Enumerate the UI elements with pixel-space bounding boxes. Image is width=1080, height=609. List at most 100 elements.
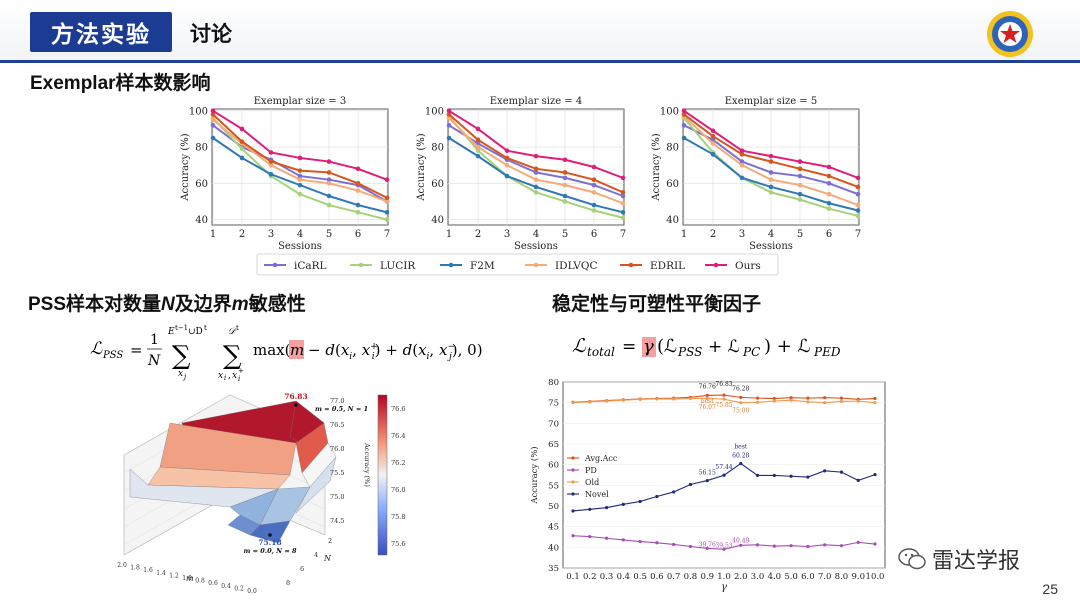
legend-box: [256, 253, 779, 276]
y-tick-label: 60: [195, 179, 208, 190]
data-point-f2m: [475, 153, 481, 159]
data-point-pd: [655, 541, 659, 545]
annotation-label: 76.28: [732, 385, 749, 392]
x-tick-label: 3: [268, 229, 274, 240]
data-point-ours: [739, 148, 745, 153]
data-point-novel: [722, 473, 726, 477]
data-point-novel: [856, 478, 860, 482]
legend-label-lucir: LUCIR: [380, 260, 416, 272]
colorbar-tick-label: 76.2: [391, 459, 405, 467]
z-tick-label: 75.5: [330, 469, 344, 477]
data-point-edril: [797, 166, 803, 172]
svg-text:,: ,: [228, 371, 231, 381]
legend-marker-idlvqc: [533, 262, 539, 268]
min-value-label: 75.18: [258, 538, 282, 547]
svg-text:total: total: [587, 345, 615, 359]
data-point-pd: [755, 543, 760, 547]
svg-text:∑: ∑: [223, 341, 242, 371]
data-point-edril: [826, 173, 832, 179]
exemplar-charts: 40 60 80 100 1 2 3 4 5 6 7 Exemplar size = 3 Session…: [180, 96, 861, 276]
data-point-pd: [604, 536, 609, 540]
y-tick-label: 80: [431, 143, 444, 154]
data-point-edril: [681, 112, 687, 117]
section-subtitle: 讨论: [190, 23, 232, 46]
svg-text:m: m: [290, 341, 304, 359]
data-point-idlvqc: [710, 141, 716, 146]
legend-label-old: Old: [585, 478, 599, 487]
surface-facet: [227, 514, 261, 536]
y-tick-label: 50: [548, 502, 559, 512]
x-tick-label: 3: [739, 229, 745, 240]
x-tick-label: 8.0: [835, 572, 849, 582]
data-point-pd: [806, 544, 810, 549]
data-point-lucir: [620, 215, 626, 221]
annotation-label: 75.00: [732, 408, 749, 415]
x-tick-label: 10.0: [866, 572, 885, 582]
data-point-ours: [210, 108, 216, 114]
data-point-old: [672, 397, 676, 401]
data-point-icarl: [681, 123, 687, 128]
colorbar-tick-label: 76.0: [391, 486, 405, 494]
data-point-ours: [239, 126, 245, 132]
y-axis-label: Accuracy (%): [529, 446, 540, 504]
data-point-pd: [839, 544, 844, 548]
annotation-label: 57.44: [715, 464, 732, 471]
data-point-edril: [739, 152, 745, 157]
data-point-pd: [588, 534, 592, 539]
data-point-old: [604, 399, 609, 403]
legend-marker-ours: [713, 262, 719, 268]
page-number: 25: [1042, 581, 1058, 597]
data-point-novel: [873, 472, 877, 477]
annotation-label: 39.76: [699, 541, 716, 548]
data-point-lucir: [355, 210, 361, 215]
svg-text:j: j: [182, 373, 187, 381]
data-point-f2m: [797, 191, 803, 197]
data-point-f2m: [562, 193, 568, 199]
data-point-pd: [621, 538, 625, 542]
y-tick-label: 40: [195, 215, 208, 226]
x-tick-label: 7: [620, 229, 626, 240]
data-point-old: [772, 399, 776, 403]
x-tick-label: 2: [710, 229, 716, 240]
legend-marker-novel: [571, 492, 575, 496]
data-point-lucir: [297, 191, 303, 197]
y-tick-label: 100: [189, 106, 208, 117]
x-tick-label: 7.0: [818, 572, 832, 582]
svg-text:(ℒ: (ℒ: [657, 336, 677, 357]
svg-text:PSS: PSS: [677, 345, 702, 359]
x-tick-label: 5: [797, 229, 803, 240]
m-tick-label: 1.0: [182, 575, 192, 582]
svg-text:∑: ∑: [172, 341, 191, 371]
pss-title-n: N: [161, 294, 175, 315]
colorbar: [377, 394, 388, 556]
n-tick-label: 2: [328, 537, 332, 545]
legend-label-f2m: F2M: [470, 260, 495, 272]
data-point-edril: [210, 112, 216, 117]
y-tick-label: 45: [548, 523, 559, 533]
y-tick-label: 40: [666, 215, 679, 226]
data-point-lucir: [239, 146, 245, 152]
data-point-novel: [739, 461, 743, 466]
data-point-idlvqc: [268, 162, 274, 168]
data-point-ours: [475, 126, 481, 132]
svg-text:ℒ: ℒ: [90, 339, 103, 359]
x-tick-label: 0.2: [583, 572, 597, 582]
data-point-novel: [688, 482, 693, 487]
x-tick-label: 2: [239, 229, 245, 240]
data-point-avgacc: [823, 396, 827, 400]
data-point-idlvqc: [797, 182, 803, 188]
x-tick-label: 4: [768, 229, 774, 240]
data-point-ours: [533, 153, 539, 159]
svg-text:x: x: [218, 371, 223, 381]
data-point-ours: [326, 159, 332, 164]
data-point-idlvqc: [620, 200, 626, 206]
data-point-lucir: [826, 206, 832, 211]
data-point-novel: [621, 502, 625, 506]
legend-label-avgacc: Avg.Acc: [584, 454, 618, 463]
y-tick-label: 55: [548, 481, 559, 491]
data-point-icarl: [768, 170, 774, 175]
y-tick-label: 60: [666, 179, 679, 190]
data-point-icarl: [620, 193, 626, 199]
data-point-icarl: [855, 191, 861, 197]
watermark-text: 雷达学报: [932, 548, 1021, 573]
